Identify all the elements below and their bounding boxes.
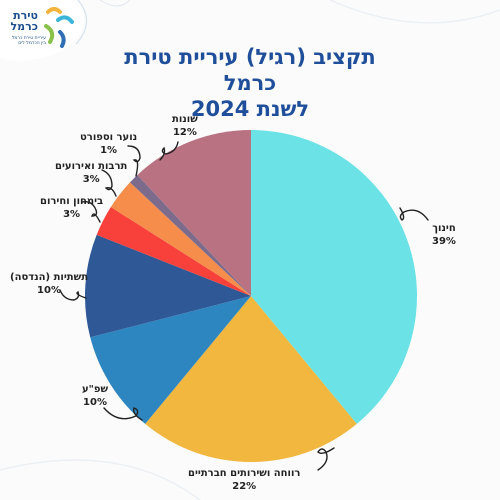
label-culture: תרבות ואירועים 3% bbox=[55, 161, 128, 185]
city-logo: טירת כרמל עיריית טירת כרמל בין הכרמל לים bbox=[2, 2, 76, 52]
arrow-security bbox=[81, 200, 101, 223]
arrow-culture bbox=[101, 169, 117, 197]
label-misc: שונות 12% bbox=[172, 114, 198, 138]
arrow-education bbox=[399, 207, 429, 221]
chart-title-line1: תקציב (רגיל) עיריית טירת כרמל bbox=[124, 45, 376, 95]
pie-slice-misc bbox=[137, 130, 251, 296]
pie-slice-security bbox=[96, 207, 251, 296]
label-welfare: רווחה ושירותים חברתיים 22% bbox=[188, 468, 301, 492]
label-sanitation: שפ"ע 10% bbox=[82, 384, 109, 408]
logo-mark-icon bbox=[44, 7, 74, 48]
chart-title: תקציב (רגיל) עיריית טירת כרמל לשנת 2024 bbox=[100, 44, 400, 122]
arrow-welfare bbox=[317, 447, 335, 471]
pie-slice-culture bbox=[110, 182, 251, 296]
chart-title-line2: לשנת 2024 bbox=[190, 97, 310, 121]
arrow-infrastructure bbox=[59, 289, 87, 301]
pie-slice-welfare bbox=[145, 296, 357, 463]
label-arrows bbox=[59, 141, 429, 471]
logo-tagline: עיריית טירת כרמל בין הכרמל לים bbox=[11, 36, 46, 46]
pie-slice-youth-sports bbox=[129, 174, 251, 296]
pie-slice-infrastructure bbox=[85, 234, 251, 338]
pie-slices bbox=[85, 130, 418, 463]
arrow-youth-sports bbox=[127, 145, 141, 177]
arrow-sanitation bbox=[103, 407, 143, 421]
label-security: בימחון וחירום 3% bbox=[40, 196, 104, 220]
label-youth-sports: נוער וספורט 1% bbox=[80, 132, 138, 156]
logo-name: טירת כרמל bbox=[10, 9, 38, 33]
arrow-misc bbox=[159, 141, 179, 161]
label-education: חינוך 39% bbox=[432, 223, 456, 247]
label-infrastructure: תשתיות (הנדסה) 10% bbox=[10, 272, 89, 296]
pie-slice-sanitation bbox=[90, 296, 251, 424]
pie-slice-education bbox=[251, 130, 418, 424]
